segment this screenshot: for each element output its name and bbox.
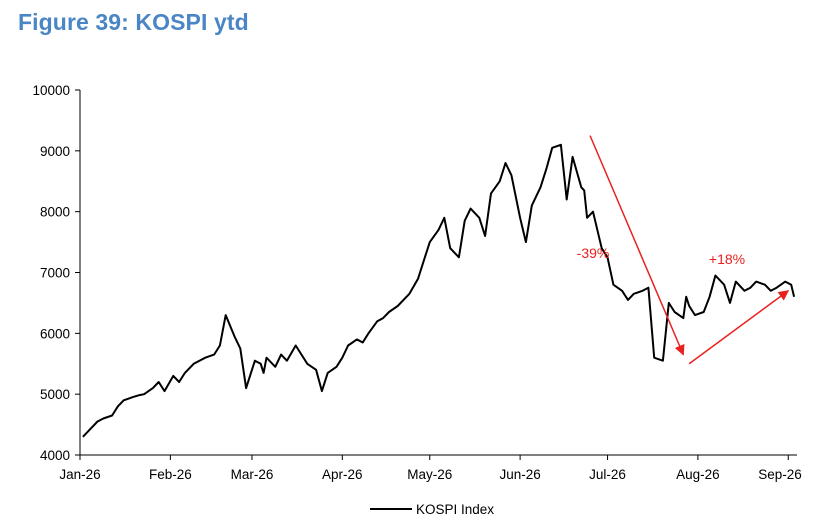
x-tick-label: Aug-26 — [676, 467, 720, 482]
chart-series — [82, 143, 796, 438]
x-tick-label: Feb-26 — [149, 467, 192, 482]
figure-title: Figure 39: KOSPI ytd — [18, 9, 249, 35]
annotation-arrow — [589, 135, 685, 356]
x-tick-label: Jan-26 — [59, 467, 100, 482]
y-tick-label: 7000 — [40, 266, 70, 281]
y-tick-label: 6000 — [40, 326, 70, 341]
chart-axes: 4000 5000 6000 7000 8000 9000 10000 Jan-26 Feb-2… — [32, 83, 801, 482]
annotation-label: +18% — [709, 251, 745, 267]
x-tick-label: Jun-26 — [499, 467, 540, 482]
legend-label: KOSPI Index — [416, 502, 494, 517]
chart-legend: KOSPI Index — [370, 502, 494, 517]
x-tick-label: Jul-26 — [589, 467, 626, 482]
x-tick-label: Mar-26 — [231, 467, 274, 482]
y-tick-label: 5000 — [40, 387, 70, 402]
x-tick-label: Sep-26 — [758, 467, 802, 482]
annotation-arrow — [688, 290, 790, 365]
y-tick-label: 8000 — [40, 205, 70, 220]
y-tick-label: 10000 — [32, 83, 70, 98]
series-line-kospi-index — [82, 143, 796, 438]
x-tick-label: May-26 — [407, 467, 452, 482]
y-tick-label: 9000 — [40, 144, 70, 159]
chart-annotations: -39% +18% — [577, 135, 790, 365]
annotation-label: -39% — [577, 245, 610, 261]
x-tick-label: Apr-26 — [322, 467, 363, 482]
y-tick-label: 4000 — [40, 448, 70, 463]
